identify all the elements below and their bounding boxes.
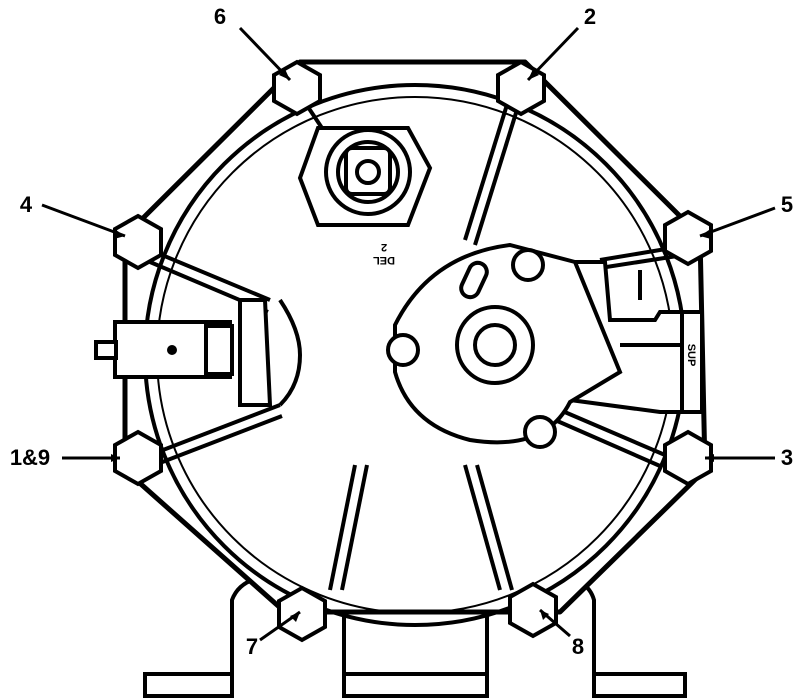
bolt-1-9-hex — [113, 429, 163, 487]
leader-arrowheads — [111, 69, 714, 622]
label-bolt-1-9: 1&9 — [10, 445, 50, 470]
bolt-5-hex — [663, 209, 713, 267]
side-valve-assembly — [94, 298, 273, 407]
label-bolt-2: 2 — [584, 4, 596, 29]
label-bolt-7: 7 — [246, 634, 258, 659]
stamp-number-text: 2 — [381, 241, 387, 253]
label-bolt-5: 5 — [781, 192, 793, 217]
stamp-del-text: DEL — [373, 254, 395, 266]
label-bolt-3: 3 — [781, 445, 793, 470]
label-bolt-8: 8 — [572, 634, 584, 659]
bolt-8-hex — [508, 581, 558, 639]
label-bolt-6: 6 — [214, 4, 226, 29]
bolt-3-hex — [663, 429, 713, 487]
suction-stamp-text: SUP — [685, 344, 697, 367]
center-cover-plate — [386, 242, 623, 449]
discharge-port-fitting — [297, 126, 433, 227]
bolt-4-hex — [113, 213, 163, 271]
bolt-7-hex — [277, 585, 327, 643]
label-bolt-4: 4 — [20, 192, 33, 217]
discharge-stamp: DEL 2 — [373, 241, 395, 266]
